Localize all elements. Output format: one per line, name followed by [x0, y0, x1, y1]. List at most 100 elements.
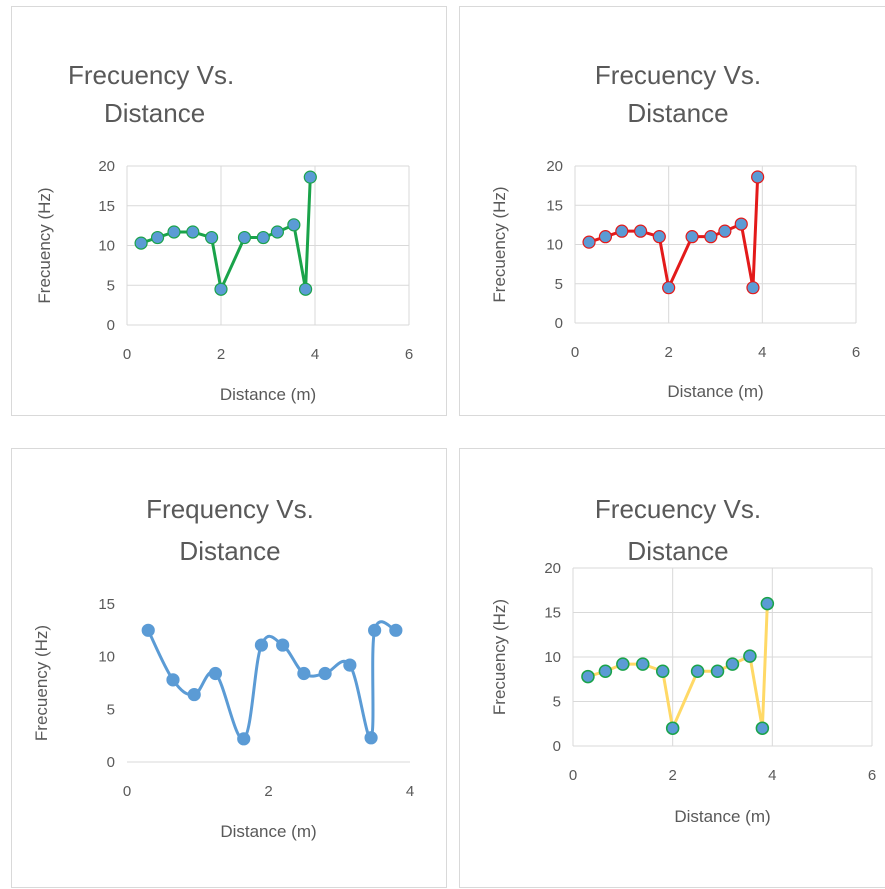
- x-tick-label: 2: [264, 783, 272, 800]
- data-point: [256, 230, 270, 245]
- x-tick-label: 6: [405, 346, 413, 363]
- data-point: [389, 623, 403, 637]
- x-tick-label: 4: [406, 783, 414, 800]
- x-tick-label: 6: [868, 767, 876, 784]
- data-point: [167, 225, 181, 239]
- x-axis-label: Distance (m): [220, 385, 316, 404]
- y-axis-label: Frecuency (Hz): [490, 186, 509, 302]
- data-point: [718, 224, 732, 238]
- chart-title-line-2: Distance: [627, 98, 728, 128]
- y-tick-label: 10: [544, 649, 561, 666]
- x-tick-label: 0: [123, 346, 131, 363]
- data-point: [364, 731, 378, 745]
- chart-title-line-1: Frecuency Vs.: [68, 60, 234, 90]
- chart-title-line-1: Frecuency Vs.: [595, 494, 761, 524]
- series-line: [588, 176, 760, 290]
- data-point: [150, 230, 165, 245]
- y-tick-label: 10: [98, 649, 115, 666]
- y-axis-label: Frecuency (Hz): [490, 599, 509, 715]
- data-point: [186, 225, 200, 239]
- series-line: [146, 620, 397, 741]
- chart-title-line-2: Distance: [627, 536, 728, 566]
- data-point: [303, 170, 317, 184]
- data-point: [318, 666, 332, 681]
- y-tick-label: 15: [98, 198, 115, 215]
- x-tick-label: 6: [852, 344, 860, 361]
- data-point: [237, 230, 252, 245]
- x-axis-label: Distance (m): [674, 807, 770, 826]
- x-tick-label: 2: [668, 767, 676, 784]
- data-point: [743, 649, 757, 663]
- data-point: [166, 673, 180, 687]
- data-point: [734, 217, 748, 231]
- data-point: [662, 281, 676, 295]
- series-line: [140, 177, 312, 291]
- data-point: [704, 230, 718, 244]
- x-tick-label: 4: [768, 767, 776, 784]
- y-tick-label: 0: [553, 738, 561, 755]
- chart-panel-yellow: Frecuency Vs. Distance 0 5 10 15 20 0 2 4 6 Distanc…: [459, 448, 885, 888]
- y-tick-label: 15: [544, 605, 561, 622]
- chart-title-line-2: Distance: [104, 98, 205, 128]
- y-tick-label: 15: [546, 197, 563, 214]
- data-point: [616, 657, 630, 671]
- data-point: [134, 236, 148, 250]
- data-point: [685, 230, 699, 244]
- y-tick-label: 0: [107, 754, 115, 771]
- data-point: [287, 218, 301, 232]
- y-tick-label: 15: [98, 596, 115, 613]
- y-axis-label: Frecuency (Hz): [32, 625, 51, 741]
- y-tick-label: 5: [553, 694, 561, 711]
- data-point: [598, 664, 613, 678]
- y-tick-label: 20: [546, 158, 563, 175]
- data-point: [582, 235, 596, 249]
- chart-title-line-1: Frecuency Vs.: [595, 60, 761, 90]
- series-line: [587, 603, 769, 730]
- chart-svg: Frecuency Vs. Distance 0 5 10 15 20 0 2 4 6 Distanc…: [490, 60, 860, 401]
- y-tick-label: 10: [98, 238, 115, 255]
- data-point: [665, 721, 680, 735]
- data-point: [299, 282, 313, 296]
- data-point: [636, 657, 650, 671]
- data-point: [633, 224, 648, 238]
- data-point: [751, 170, 765, 184]
- data-point: [205, 230, 219, 245]
- y-tick-label: 0: [107, 317, 115, 334]
- x-tick-label: 0: [569, 767, 577, 784]
- data-point: [655, 664, 670, 678]
- y-tick-label: 20: [98, 158, 115, 175]
- data-point: [710, 664, 725, 678]
- x-tick-label: 4: [758, 344, 766, 361]
- chart-title-line-1: Frequency Vs.: [146, 494, 314, 524]
- data-point: [368, 623, 382, 637]
- data-point: [581, 669, 595, 684]
- data-point: [343, 658, 357, 672]
- y-tick-label: 0: [555, 315, 563, 332]
- data-point: [746, 281, 760, 295]
- chart-title-line-2: Distance: [179, 536, 280, 566]
- x-tick-label: 2: [664, 344, 672, 361]
- chart-svg: Frequency Vs. Distance 0 5 10 15 0 2 4 Distance (…: [32, 494, 414, 841]
- data-point: [297, 666, 311, 681]
- y-tick-label: 20: [544, 560, 561, 577]
- data-point: [187, 687, 201, 702]
- y-axis-label: Frecuency (Hz): [35, 187, 54, 303]
- data-point: [725, 657, 740, 671]
- x-tick-label: 0: [123, 783, 131, 800]
- x-tick-label: 4: [311, 346, 319, 363]
- data-point: [208, 666, 223, 681]
- data-point: [141, 623, 155, 637]
- data-point: [615, 224, 629, 238]
- y-tick-label: 10: [546, 237, 563, 254]
- chart-panel-blue: Frequency Vs. Distance 0 5 10 15 0 2 4 Distance (…: [11, 448, 447, 888]
- data-point: [598, 230, 613, 244]
- data-point: [270, 225, 284, 239]
- data-point: [652, 230, 666, 244]
- data-point: [760, 596, 775, 611]
- chart-panel-green: Frecuency Vs. Distance 0 5 10 15 20 0 2 4 6 Distanc…: [11, 6, 447, 416]
- data-point: [276, 638, 290, 652]
- data-point: [214, 282, 228, 296]
- data-point: [755, 721, 770, 735]
- x-tick-label: 2: [217, 346, 225, 363]
- data-point: [254, 638, 269, 652]
